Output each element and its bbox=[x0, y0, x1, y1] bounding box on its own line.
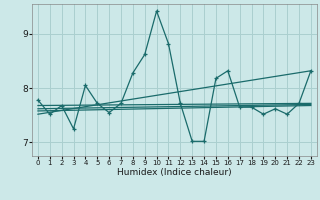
X-axis label: Humidex (Indice chaleur): Humidex (Indice chaleur) bbox=[117, 168, 232, 177]
